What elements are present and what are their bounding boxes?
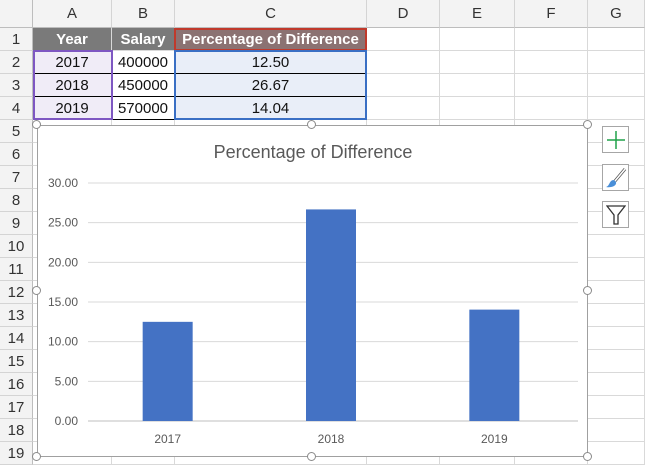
- row-header-18[interactable]: 18: [0, 419, 33, 442]
- cell[interactable]: [367, 97, 440, 120]
- table-cell[interactable]: 570000: [112, 97, 175, 120]
- row-header-2[interactable]: 2: [0, 51, 33, 74]
- bar-2019: [469, 309, 520, 421]
- table-cell[interactable]: 450000: [112, 74, 175, 97]
- column-header-B[interactable]: B: [112, 0, 175, 28]
- column-header-D[interactable]: D: [367, 0, 440, 28]
- row-header-3[interactable]: 3: [0, 74, 33, 97]
- cell[interactable]: [588, 304, 645, 327]
- cell[interactable]: [440, 74, 515, 97]
- y-tick-label: 5.00: [55, 374, 79, 388]
- row-header-1[interactable]: 1: [0, 28, 33, 51]
- x-tick-label: 2018: [318, 432, 345, 446]
- resize-handle[interactable]: [583, 120, 592, 129]
- cell[interactable]: [588, 28, 645, 51]
- resize-handle[interactable]: [307, 120, 316, 129]
- table-cell[interactable]: 26.67: [175, 74, 367, 97]
- y-tick-label: 15.00: [48, 295, 78, 309]
- column-header-C[interactable]: C: [175, 0, 367, 28]
- resize-handle[interactable]: [583, 452, 592, 461]
- plus-icon: [606, 130, 625, 149]
- resize-handle[interactable]: [32, 452, 41, 461]
- row-header-13[interactable]: 13: [0, 304, 33, 327]
- x-tick-label: 2017: [154, 432, 181, 446]
- row-header-12[interactable]: 12: [0, 281, 33, 304]
- row-header-9[interactable]: 9: [0, 212, 33, 235]
- row-header-19[interactable]: 19: [0, 442, 33, 465]
- y-tick-label: 30.00: [48, 176, 78, 190]
- table-cell[interactable]: 2018: [33, 74, 112, 97]
- y-tick-label: 25.00: [48, 216, 78, 230]
- cell[interactable]: [515, 74, 588, 97]
- bar-2017: [142, 321, 193, 421]
- cell[interactable]: [440, 97, 515, 120]
- cell[interactable]: [588, 74, 645, 97]
- cell[interactable]: [515, 51, 588, 74]
- row-header-10[interactable]: 10: [0, 235, 33, 258]
- chart-filters-button[interactable]: [602, 201, 629, 228]
- cell[interactable]: [440, 51, 515, 74]
- y-tick-label: 20.00: [48, 255, 78, 269]
- cell[interactable]: [588, 258, 645, 281]
- cell[interactable]: [588, 327, 645, 350]
- x-tick-label: 2019: [481, 432, 508, 446]
- cell[interactable]: [588, 97, 645, 120]
- chart-styles-button[interactable]: [602, 164, 629, 191]
- cell[interactable]: [367, 74, 440, 97]
- chart-title: Percentage of Difference: [214, 142, 413, 162]
- cell[interactable]: [588, 396, 645, 419]
- row-header-11[interactable]: 11: [0, 258, 33, 281]
- table-cell[interactable]: 2017: [33, 51, 112, 74]
- cell[interactable]: [367, 51, 440, 74]
- filter-icon: [605, 204, 626, 225]
- row-header-5[interactable]: 5: [0, 120, 33, 143]
- bar-2018: [306, 209, 356, 421]
- table-cell[interactable]: 12.50: [175, 51, 367, 74]
- row-header-7[interactable]: 7: [0, 166, 33, 189]
- column-header-G[interactable]: G: [588, 0, 645, 28]
- row-header-8[interactable]: 8: [0, 189, 33, 212]
- cell[interactable]: [515, 97, 588, 120]
- cell[interactable]: [515, 28, 588, 51]
- row-header-15[interactable]: 15: [0, 350, 33, 373]
- resize-handle[interactable]: [307, 452, 316, 461]
- chart-area[interactable]: Percentage of Difference 0.00 5.00 10.00 15.…: [37, 125, 588, 457]
- column-header-F[interactable]: F: [515, 0, 588, 28]
- row-header-6[interactable]: 6: [0, 143, 33, 166]
- table-header-cell[interactable]: Year: [33, 28, 112, 51]
- y-tick-label: 0.00: [55, 414, 79, 428]
- resize-handle[interactable]: [583, 286, 592, 295]
- resize-handle[interactable]: [32, 286, 41, 295]
- brush-icon: [605, 167, 626, 187]
- row-header-17[interactable]: 17: [0, 396, 33, 419]
- cell[interactable]: [588, 419, 645, 442]
- table-header-cell[interactable]: Salary: [112, 28, 175, 51]
- cell[interactable]: [588, 373, 645, 396]
- cell[interactable]: [367, 28, 440, 51]
- range-highlight-values: [174, 50, 367, 120]
- column-header-E[interactable]: E: [440, 0, 515, 28]
- table-header-cell[interactable]: Percentage of Difference: [175, 28, 367, 51]
- cell[interactable]: [588, 281, 645, 304]
- table-cell[interactable]: 400000: [112, 51, 175, 74]
- cell[interactable]: [588, 350, 645, 373]
- bar-chart: Percentage of Difference 0.00 5.00 10.00 15.…: [48, 142, 578, 446]
- cell[interactable]: [440, 28, 515, 51]
- y-tick-label: 10.00: [48, 335, 78, 349]
- resize-handle[interactable]: [32, 120, 41, 129]
- cell[interactable]: [588, 442, 645, 465]
- range-highlight-header: [174, 28, 367, 51]
- row-header-4[interactable]: 4: [0, 97, 33, 120]
- range-highlight-year: [33, 50, 113, 120]
- cell[interactable]: [588, 235, 645, 258]
- row-header-14[interactable]: 14: [0, 327, 33, 350]
- column-header-A[interactable]: A: [33, 0, 112, 28]
- row-header-16[interactable]: 16: [0, 373, 33, 396]
- chart-elements-button[interactable]: [602, 126, 629, 153]
- cell[interactable]: [588, 51, 645, 74]
- select-all-corner[interactable]: [0, 0, 33, 28]
